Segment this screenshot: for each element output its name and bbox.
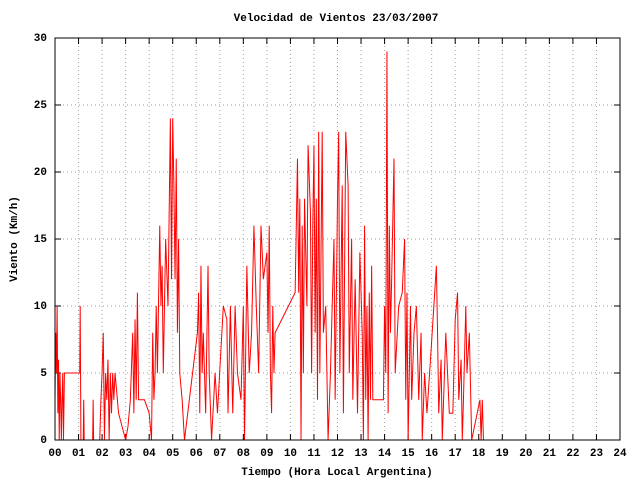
x-tick-label: 06 bbox=[190, 448, 203, 460]
x-tick-label: 15 bbox=[402, 448, 416, 460]
x-tick-label: 23 bbox=[590, 448, 604, 460]
x-tick-label: 05 bbox=[166, 448, 180, 460]
x-tick-label: 04 bbox=[143, 448, 157, 460]
data-line bbox=[54, 51, 484, 441]
x-tick-label: 11 bbox=[307, 448, 321, 460]
x-tick-label: 14 bbox=[378, 448, 392, 460]
x-tick-label: 18 bbox=[472, 448, 486, 460]
x-tick-label: 07 bbox=[213, 448, 226, 460]
x-tick-label: 16 bbox=[425, 448, 438, 460]
x-tick-label: 22 bbox=[566, 448, 579, 460]
x-tick-label: 03 bbox=[119, 448, 133, 460]
y-tick-label: 20 bbox=[34, 167, 47, 179]
x-tick-label: 21 bbox=[543, 448, 557, 460]
x-tick-label: 17 bbox=[449, 448, 462, 460]
y-tick-label: 10 bbox=[34, 301, 47, 313]
x-axis-label: Tiempo (Hora Local Argentina) bbox=[241, 467, 432, 479]
y-tick-label: 25 bbox=[34, 100, 48, 112]
x-tick-label: 08 bbox=[237, 448, 251, 460]
x-tick-label: 12 bbox=[331, 448, 344, 460]
x-tick-label: 01 bbox=[72, 448, 86, 460]
x-tick-label: 19 bbox=[496, 448, 509, 460]
y-axis-label: Viento (Km/h) bbox=[9, 196, 21, 282]
x-tick-label: 00 bbox=[48, 448, 61, 460]
x-tick-label: 24 bbox=[613, 448, 627, 460]
x-tick-label: 02 bbox=[95, 448, 108, 460]
plot-border bbox=[54, 37, 621, 441]
x-tick-label: 20 bbox=[519, 448, 532, 460]
chart-title: Velocidad de Vientos 23/03/2007 bbox=[234, 13, 439, 25]
x-tick-label: 09 bbox=[260, 448, 273, 460]
x-tick-label: 13 bbox=[354, 448, 368, 460]
y-tick-label: 30 bbox=[34, 33, 47, 45]
y-tick-label: 5 bbox=[40, 368, 47, 380]
x-tick-label: 10 bbox=[284, 448, 297, 460]
y-tick-label: 0 bbox=[40, 435, 47, 447]
y-tick-label: 15 bbox=[34, 234, 48, 246]
